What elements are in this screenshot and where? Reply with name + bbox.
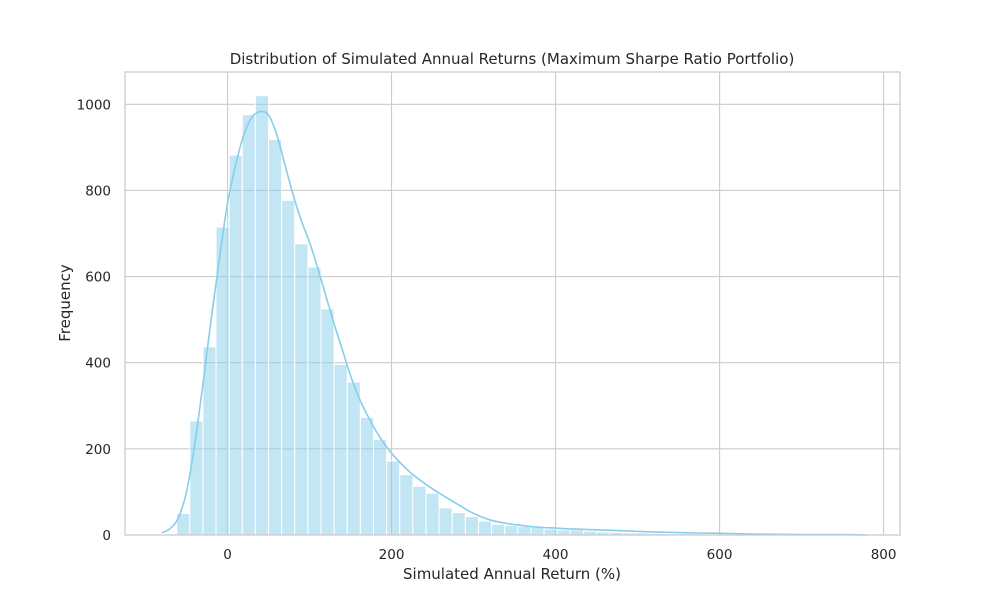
y-tick-label: 1000 [77,97,111,113]
histogram-bar [268,139,283,536]
histogram-bar [477,520,493,536]
histogram-bar [504,525,519,536]
x-tick-label: 400 [543,547,569,563]
histogram-bar [451,512,466,536]
x-tick-label: 0 [223,547,232,563]
x-tick-label: 600 [707,547,733,563]
y-tick-label: 0 [102,528,111,544]
histogram-bar [464,515,479,536]
y-tick-label: 200 [85,442,111,458]
histogram-bar [543,528,558,536]
histogram-bars [176,95,873,536]
y-tick-labels: 0 200 400 600 800 1000 [77,97,111,544]
histogram-bar [359,416,374,536]
histogram-bar [307,266,322,536]
chart-title: Distribution of Simulated Annual Returns… [230,50,795,68]
histogram-bar [281,199,296,536]
plot-frame [124,71,901,536]
y-tick-label: 800 [85,183,111,199]
histogram-bar [412,485,427,536]
histogram-bar [228,154,243,536]
histogram-bar [346,381,361,536]
histogram-bar [491,523,506,536]
histogram-bar [425,492,440,536]
y-tick-label: 600 [85,270,111,286]
histogram-bar [399,474,414,536]
histogram-bar [254,95,270,536]
x-tick-label: 200 [379,547,405,563]
histogram-bar [517,525,532,536]
x-tick-labels: 0 200 400 600 800 [223,547,896,563]
histogram-bar [372,438,388,536]
histogram-bar [530,526,545,536]
y-axis-label: Frequency [56,264,74,342]
histogram-bar [386,460,401,536]
histogram-bar [241,114,256,536]
histogram-bar [320,308,335,536]
histogram-bar [438,507,453,536]
kde-curve [161,110,868,536]
histogram-bar [294,243,309,536]
y-tick-label: 400 [85,356,111,372]
histogram-bar [569,529,584,536]
x-axis-label: Simulated Annual Return (%) [403,565,621,583]
histogram-bar [556,529,571,536]
kde-curve-layer [161,110,868,536]
x-tick-label: 800 [871,547,897,563]
histogram-bar [333,363,348,536]
